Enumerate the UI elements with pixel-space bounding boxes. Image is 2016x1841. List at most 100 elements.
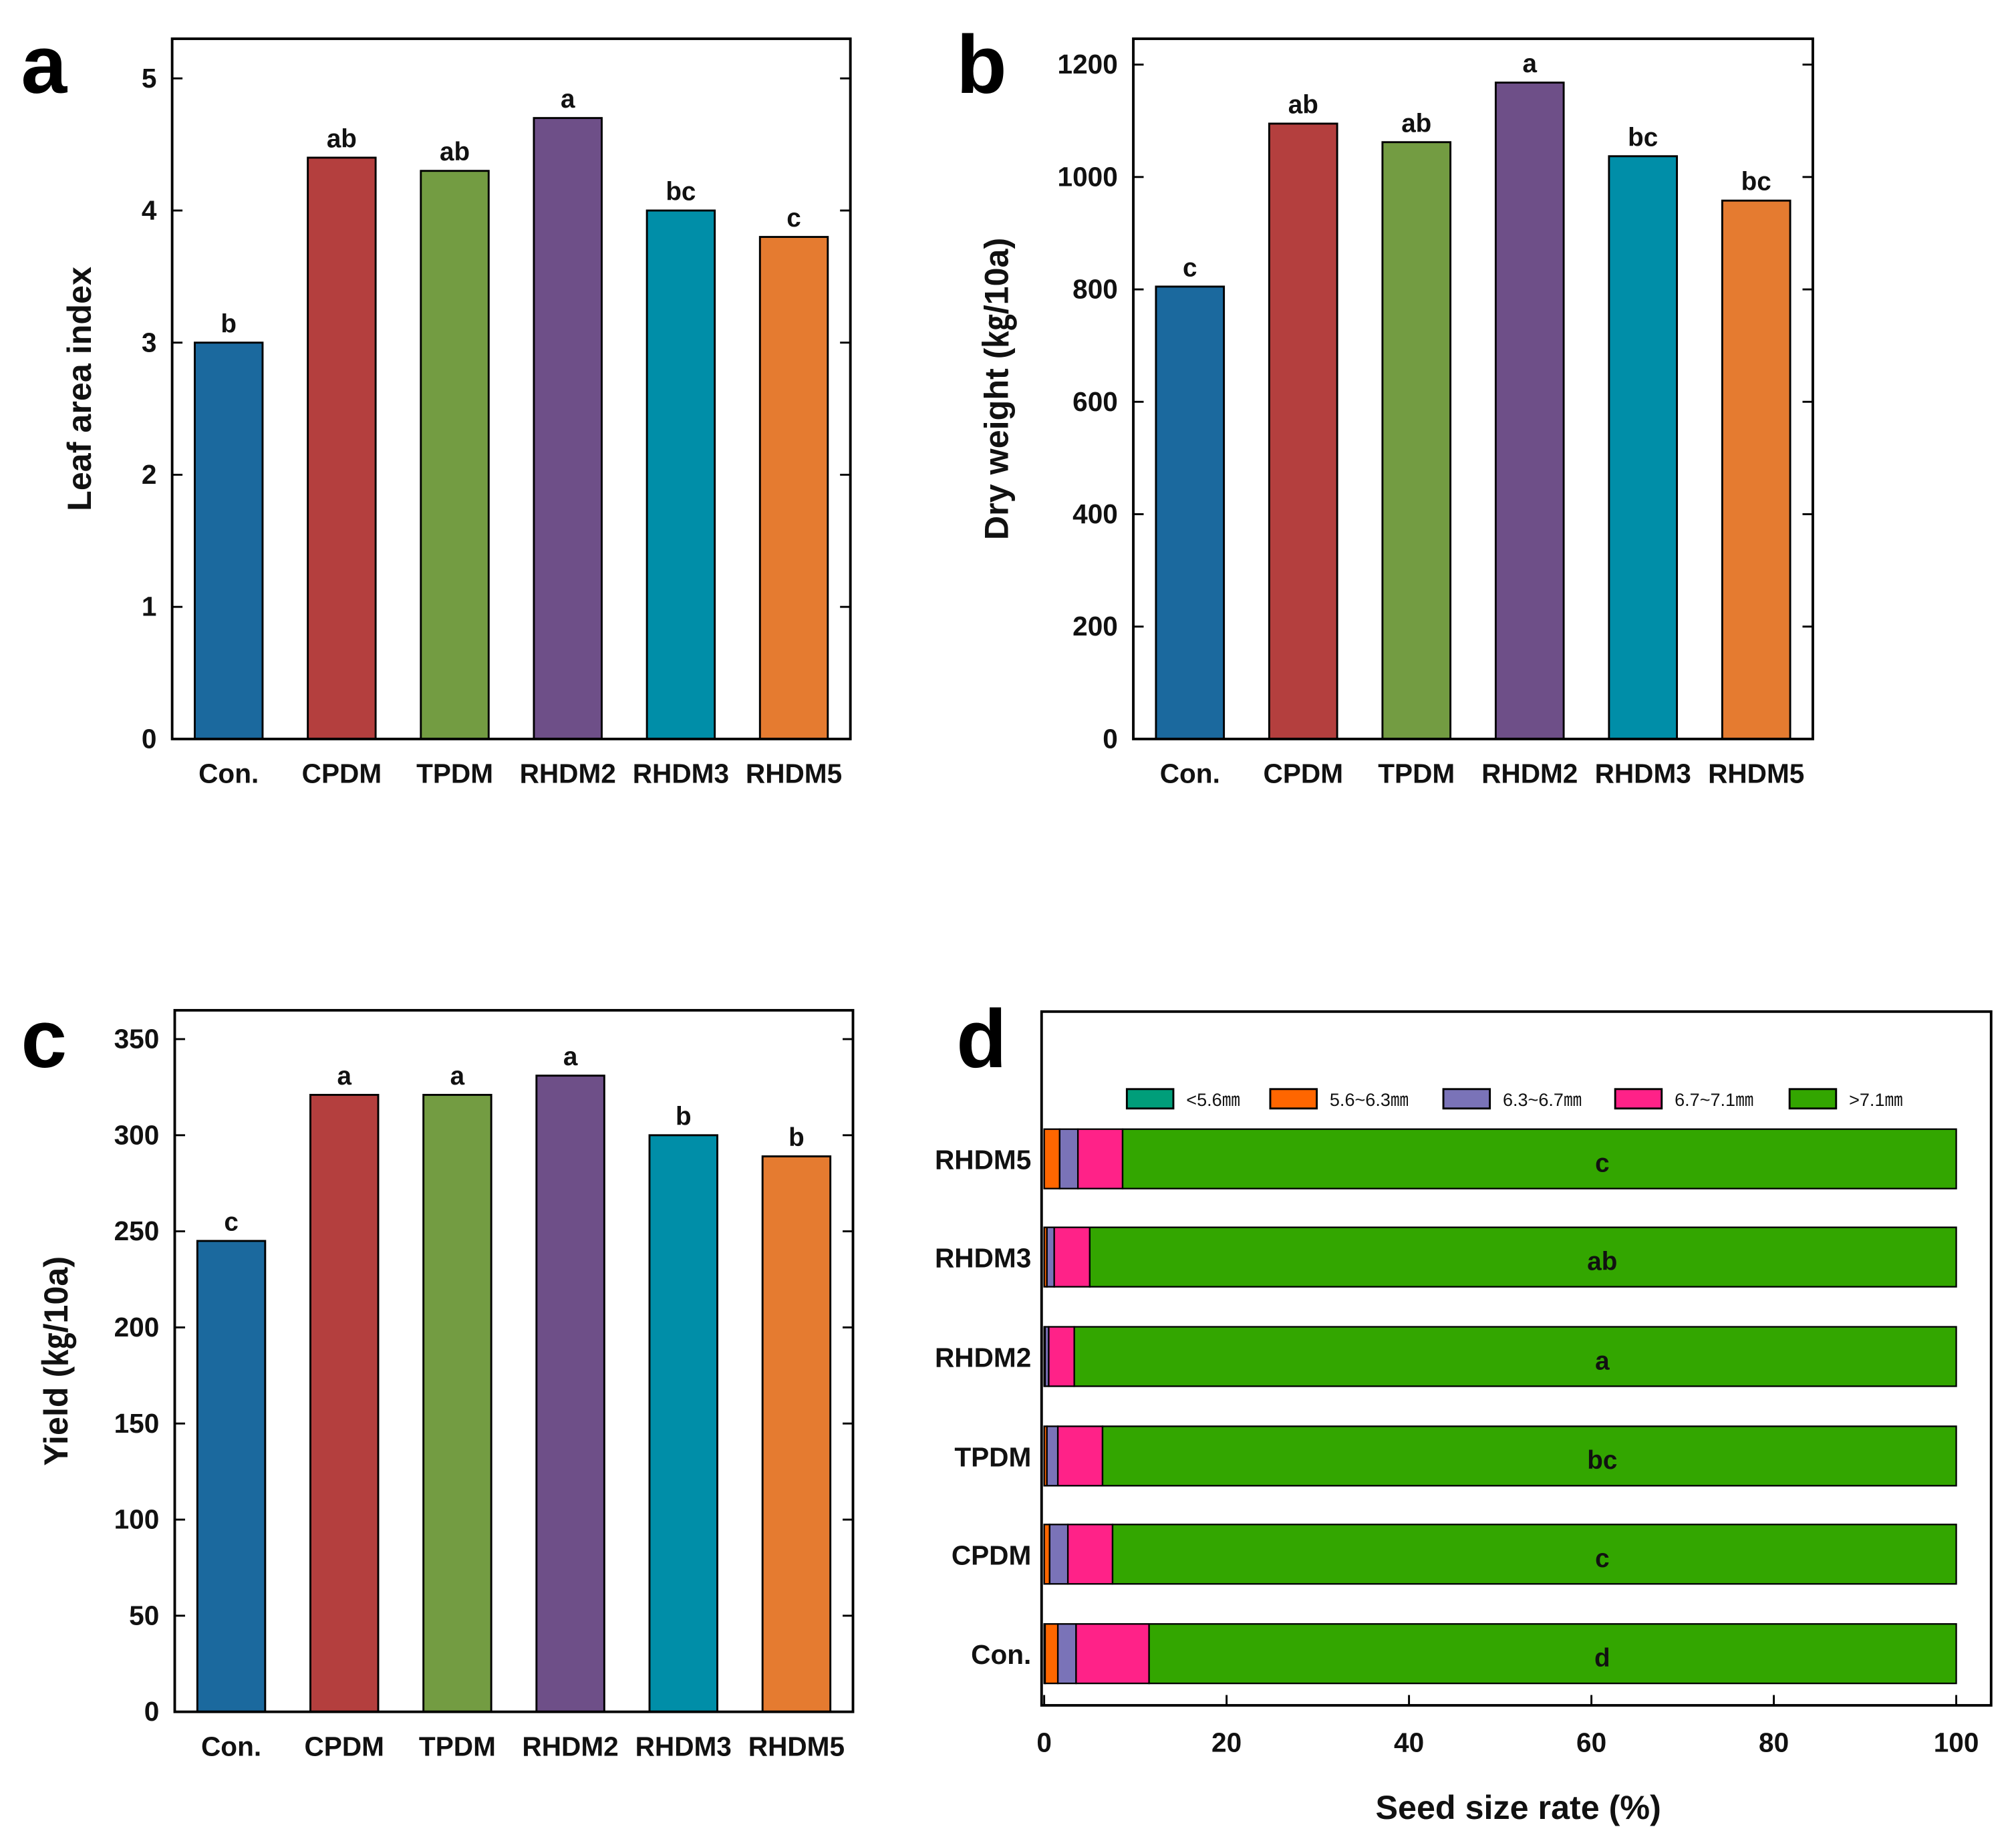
x-tick-label: 0 [1036, 1727, 1052, 1758]
y-tick-label: 0 [142, 723, 157, 754]
bar-segment [1053, 1226, 1091, 1288]
bar-segment [1046, 1226, 1055, 1288]
significance-letter: ab [1288, 91, 1318, 120]
x-tick-label: 20 [1211, 1727, 1242, 1758]
significance-letter: ab [327, 124, 357, 153]
significance-letter: d [1594, 1644, 1610, 1673]
panel-label-d: d [956, 993, 1007, 1085]
significance-letter: c [1183, 253, 1197, 282]
significance-letter: a [1595, 1347, 1610, 1375]
significance-letter: b [788, 1123, 805, 1152]
significance-letter: c [1595, 1149, 1610, 1178]
significance-letter: c [1595, 1544, 1610, 1573]
bar-segment [1066, 1524, 1114, 1585]
bar-c [648, 1134, 718, 1713]
panel-label-b: b [956, 19, 1007, 111]
bar-segment [1044, 1623, 1059, 1685]
y-tick-label: RHDM5 [935, 1145, 1031, 1175]
bar-a [645, 209, 716, 740]
panel-label-c: c [21, 993, 67, 1085]
bar-segment [1058, 1128, 1079, 1189]
plot-frame [1132, 37, 1814, 740]
y-tick-label: 5 [142, 63, 157, 94]
significance-letter: a [337, 1062, 352, 1091]
y-tick-label: 800 [1072, 274, 1118, 305]
bar-segment [1148, 1623, 1957, 1685]
legend-swatch [1614, 1088, 1663, 1110]
bar-segment [1046, 1425, 1059, 1487]
x-tick-label: Con. [1160, 758, 1220, 789]
y-tick-label: RHDM2 [935, 1342, 1031, 1373]
y-axis-label: Yield (㎏/10a) [37, 1256, 77, 1466]
y-tick-label: CPDM [952, 1540, 1031, 1570]
bar-segment [1121, 1128, 1957, 1189]
significance-letter: b [676, 1102, 692, 1131]
legend-swatch [1125, 1088, 1175, 1110]
legend-label: >7.1㎜ [1849, 1090, 1902, 1110]
significance-letter: a [450, 1062, 465, 1091]
legend-swatch [1442, 1088, 1491, 1110]
significance-letter: bc [1628, 123, 1658, 152]
bar-a [194, 341, 264, 740]
x-tick-label: RHDM5 [1708, 758, 1804, 789]
x-tick-label: 80 [1759, 1727, 1789, 1758]
y-tick-label: 300 [114, 1119, 160, 1150]
bar-segment [1089, 1226, 1957, 1288]
y-tick-label: 250 [114, 1216, 160, 1246]
panel-label-a: a [21, 19, 67, 111]
bar-b [1381, 141, 1452, 740]
chart-a: b Con. ab CPDM ab TPDM a RHDM2 bc RHDM3 c RHDM5 0 1 2 3… [61, 37, 852, 789]
legend-swatch [1788, 1088, 1838, 1110]
y-tick-label: 150 [114, 1408, 160, 1439]
bar-b [1494, 82, 1565, 740]
bar-segment [1048, 1524, 1069, 1585]
plot-frame [173, 1008, 855, 1713]
bar-c [422, 1093, 492, 1713]
significance-letter: b [221, 309, 237, 338]
bar-segment [1101, 1425, 1957, 1487]
x-tick-label: CPDM [302, 758, 382, 789]
x-axis-label: Seed size rate (%) [1376, 1789, 1661, 1826]
bar-segment [1073, 1326, 1957, 1387]
legend-label: 6.3~6.7㎜ [1503, 1090, 1582, 1110]
y-axis-label: Leaf area index [61, 267, 98, 511]
plot-frame [170, 37, 852, 740]
significance-letter: bc [1587, 1446, 1617, 1475]
y-tick-label: 0 [144, 1696, 160, 1727]
y-tick-label: RHDM3 [935, 1243, 1031, 1274]
x-tick-label: CPDM [1264, 758, 1343, 789]
legend-label: <5.6㎜ [1186, 1090, 1240, 1110]
legend-label: 6.7~7.1㎜ [1675, 1090, 1753, 1110]
bar-c [535, 1075, 605, 1713]
significance-letter: c [224, 1208, 239, 1237]
x-tick-label: RHDM5 [746, 758, 842, 789]
significance-letter: a [563, 1042, 578, 1071]
significance-letter: c [786, 204, 801, 233]
bar-b [1268, 122, 1338, 740]
x-tick-label: RHDM3 [633, 758, 729, 789]
bar-segment [1075, 1623, 1150, 1685]
plot-frame [1040, 1010, 1993, 1707]
x-tick-label: 60 [1576, 1727, 1606, 1758]
y-tick-label: 1200 [1058, 49, 1118, 80]
y-tick-label: TPDM [954, 1441, 1031, 1472]
significance-letter: bc [1741, 168, 1771, 196]
x-tick-label: RHDM3 [635, 1731, 732, 1761]
significance-letter: ab [440, 138, 470, 166]
x-tick-label: RHDM2 [1481, 758, 1578, 789]
x-tick-label: RHDM2 [520, 758, 616, 789]
bar-segment [1076, 1128, 1124, 1189]
x-tick-label: TPDM [416, 758, 493, 789]
bar-segment [1048, 1326, 1075, 1387]
x-tick-label: CPDM [305, 1731, 384, 1761]
y-tick-label: 200 [114, 1312, 160, 1342]
y-tick-label: 200 [1072, 611, 1118, 642]
y-tick-label: 600 [1072, 386, 1118, 417]
bar-b [1155, 285, 1226, 740]
y-tick-label: 3 [142, 327, 157, 358]
y-tick-label: 2 [142, 459, 157, 490]
y-tick-label: 0 [1103, 723, 1118, 754]
x-tick-label: 40 [1394, 1727, 1424, 1758]
significance-letter: a [1522, 49, 1537, 78]
